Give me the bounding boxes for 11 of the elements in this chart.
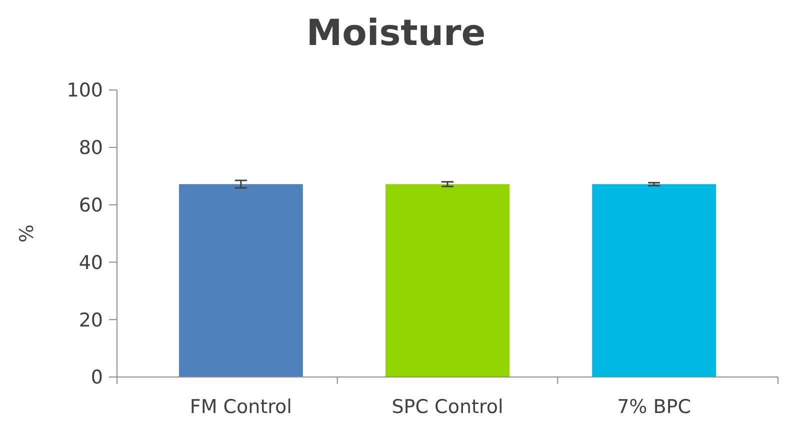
- y-tick-label: 0: [90, 366, 103, 389]
- y-tick-label: 100: [66, 80, 103, 102]
- y-tick-label: 80: [78, 137, 103, 160]
- y-axis-title: %: [16, 224, 38, 243]
- y-tick-label: 20: [78, 309, 103, 332]
- chart-title: Moisture: [306, 13, 486, 54]
- x-tick-label: FM Control: [190, 396, 292, 418]
- y-tick-label: 40: [78, 252, 103, 274]
- y-tick-label: 60: [78, 194, 103, 216]
- x-tick-label: 7% BPC: [617, 396, 692, 418]
- x-tick-label: SPC Control: [392, 396, 504, 418]
